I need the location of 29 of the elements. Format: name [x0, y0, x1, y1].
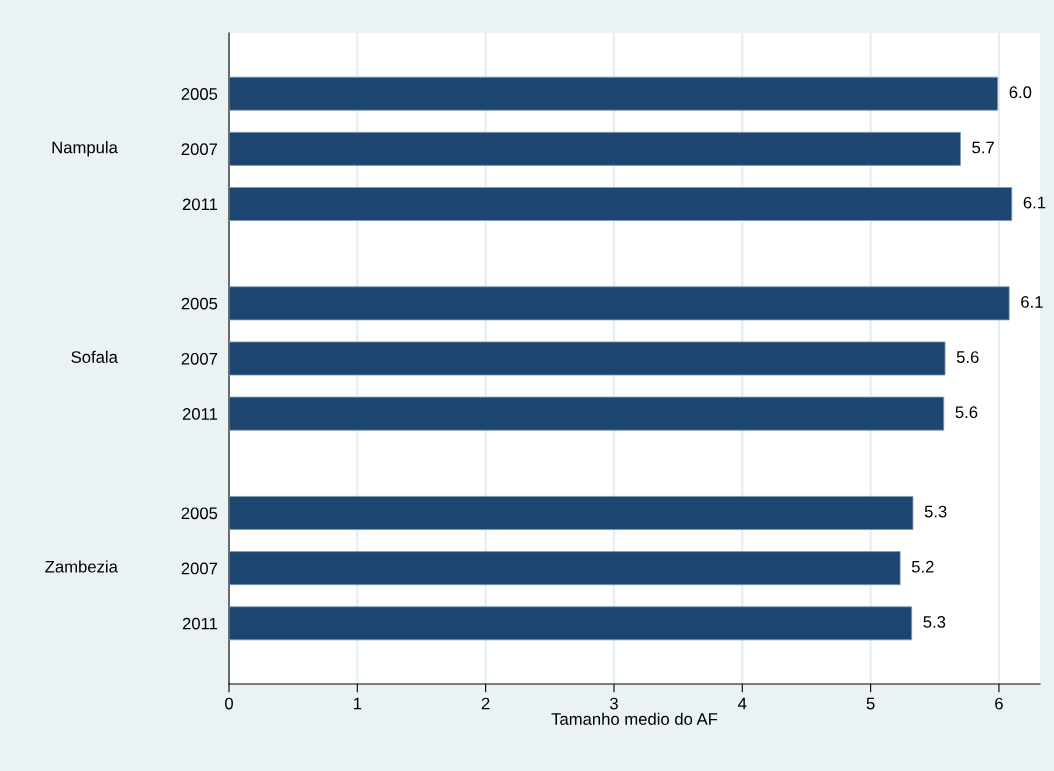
text: Nampula: [52, 141, 118, 157]
x-tick-label: 2: [481, 697, 490, 710]
data-label: 5.6: [955, 406, 978, 419]
data-label: 5.7: [972, 141, 994, 154]
y-tick-label: 2011: [182, 198, 218, 211]
data-label: 5.3: [923, 615, 946, 628]
data-label: 5.2: [911, 560, 934, 573]
y-tick-label: 2011: [182, 408, 218, 420]
x-tick-label: 6: [995, 697, 1003, 710]
y-tick-label: 2007: [181, 562, 218, 575]
y-tick-label: 2011: [182, 617, 218, 630]
x-tick-label: 1: [353, 697, 362, 710]
x-tick-label: 3: [609, 697, 618, 710]
y-tick-label: 2005: [181, 297, 218, 310]
text: Sofala: [71, 350, 118, 363]
data-label: 5.3: [924, 505, 947, 518]
x-axis-title: Tamanho medio do AF: [551, 712, 718, 725]
x-tick-label: 0: [225, 697, 233, 710]
y-tick-label: 2005: [181, 507, 218, 520]
text: Zambezia: [45, 560, 118, 573]
x-tick-label: 5: [866, 697, 875, 710]
data-label: 6.1: [1021, 296, 1043, 308]
x-tick-label: 4: [738, 697, 747, 710]
y-tick-label: 2007: [181, 352, 218, 365]
y-tick-label: 2007: [181, 143, 218, 156]
data-label: 6.0: [1009, 86, 1032, 99]
y-tick-label: 2005: [181, 88, 218, 100]
data-label: 5.6: [956, 351, 979, 363]
data-label: 6.1: [1023, 196, 1046, 209]
